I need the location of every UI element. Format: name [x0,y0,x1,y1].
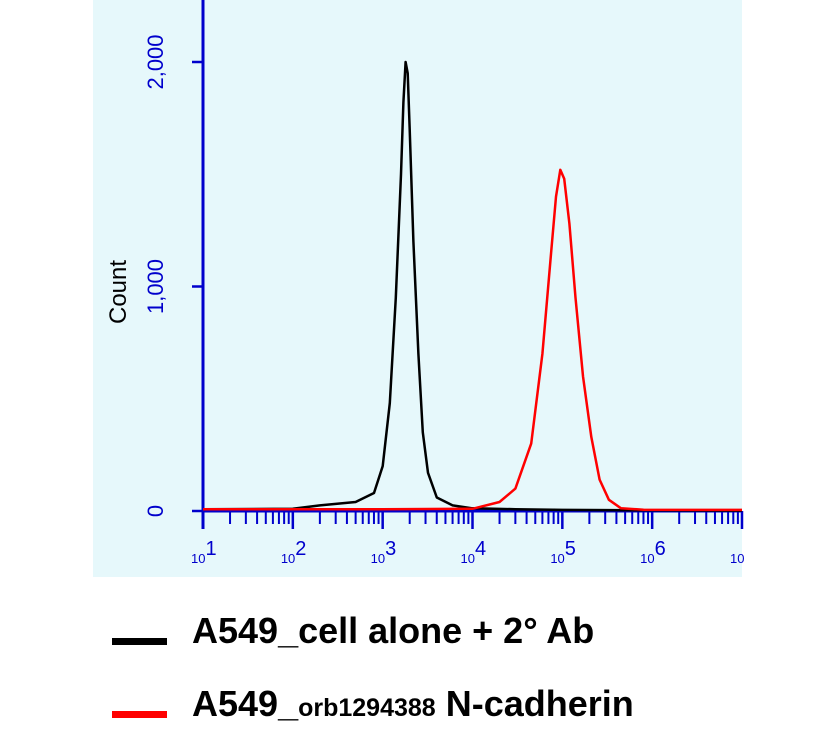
x-tick-label: 103 [371,538,397,566]
plot-background [93,0,742,577]
y-axis-label: Count [105,260,132,324]
y-tick-label: 0 [143,505,168,517]
x-tick-label: 105 [550,538,576,566]
histogram-chart: 0 1,000 2,000 Count 101 102 103 104 105 106 10 [105,0,744,566]
y-tick-label: 1,000 [143,259,168,314]
x-tick-label: 106 [640,538,666,566]
series-line-1 [202,60,743,512]
x-tick-label: 101 [191,538,217,566]
legend-swatch-black [112,638,167,645]
x-tick-label: 104 [461,538,487,566]
legend-entry-1: A549_cell alone + 2° Ab [112,610,732,670]
legend-swatch-red [112,711,167,718]
x-tick-label: 102 [281,538,307,566]
series-line-2 [203,168,743,512]
legend-label-1: A549_cell alone + 2° Ab [192,610,595,651]
legend-entry-2: A549_orb1294388 N-cadherin [112,683,732,743]
x-tick-label: 10 [730,551,744,566]
y-tick-label: 2,000 [143,34,168,89]
legend-label-2: A549_orb1294388 N-cadherin [192,683,634,724]
